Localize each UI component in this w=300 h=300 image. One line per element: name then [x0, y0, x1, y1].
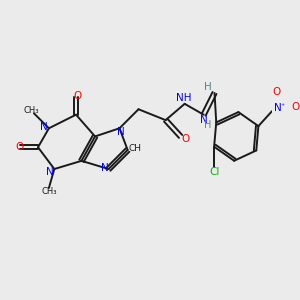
Text: H: H [204, 120, 212, 130]
Text: CH: CH [129, 144, 142, 153]
Text: O⁻: O⁻ [291, 101, 300, 112]
Text: Cl: Cl [209, 167, 219, 177]
Text: O: O [273, 87, 281, 97]
Text: O: O [15, 142, 23, 152]
Text: N: N [274, 103, 282, 113]
Text: CH₃: CH₃ [41, 187, 57, 196]
Text: H: H [204, 82, 212, 92]
Text: N: N [117, 127, 125, 137]
Text: ⁺: ⁺ [281, 102, 285, 111]
Text: N: N [46, 167, 54, 177]
Text: O: O [73, 91, 82, 101]
Text: N: N [101, 163, 108, 173]
Text: CH₃: CH₃ [23, 106, 39, 115]
Text: N: N [200, 115, 208, 125]
Text: N: N [40, 122, 48, 132]
Text: NH: NH [176, 93, 191, 103]
Text: O: O [182, 134, 190, 144]
